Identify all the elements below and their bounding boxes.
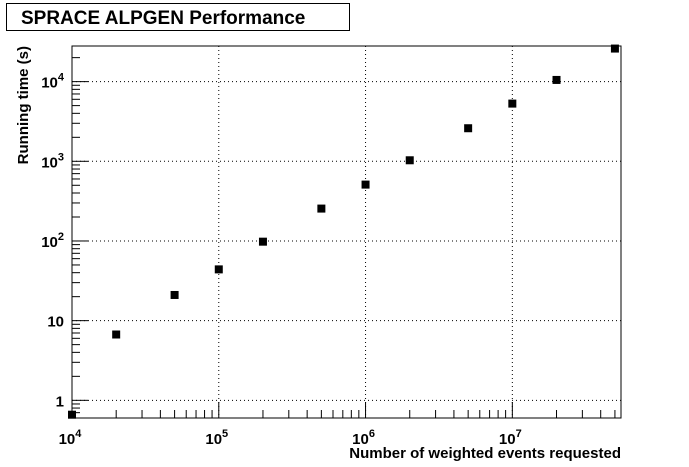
data-point <box>112 330 121 339</box>
y-tick-label: 1 <box>56 393 64 410</box>
y-tick-label: 102 <box>41 231 64 251</box>
y-tick-labels: 1 10 102 103 104 <box>41 72 65 411</box>
chart-title: SPRACE ALPGEN Performance <box>21 8 306 29</box>
x-tick-label: 106 <box>352 428 375 448</box>
y-axis-label: Running time (s) <box>15 46 32 164</box>
grid-lines <box>72 46 621 418</box>
y-tick-label: 104 <box>41 72 65 92</box>
chart-title-box: SPRACE ALPGEN Performance <box>6 3 350 31</box>
data-point <box>508 99 517 108</box>
data-point <box>361 180 370 189</box>
x-axis-ticks <box>71 402 616 418</box>
data-point <box>464 124 473 133</box>
y-tick-label: 103 <box>41 151 64 171</box>
y-tick-label: 10 <box>47 314 64 331</box>
x-tick-label: 104 <box>59 428 83 448</box>
x-tick-labels: 104 105 106 107 <box>59 428 522 448</box>
data-point <box>552 75 561 84</box>
x-tick-label: 107 <box>499 428 522 448</box>
x-tick-label: 105 <box>205 428 228 448</box>
data-points <box>68 44 619 419</box>
data-point <box>258 237 267 246</box>
y-axis-ticks <box>72 57 88 419</box>
data-point <box>317 204 326 213</box>
data-point <box>405 156 414 165</box>
data-point <box>214 265 223 274</box>
x-axis-label: Number of weighted events requested <box>349 445 621 462</box>
data-point <box>610 44 619 53</box>
data-point <box>170 290 179 299</box>
data-point <box>68 410 76 419</box>
plot-frame <box>71 45 622 419</box>
